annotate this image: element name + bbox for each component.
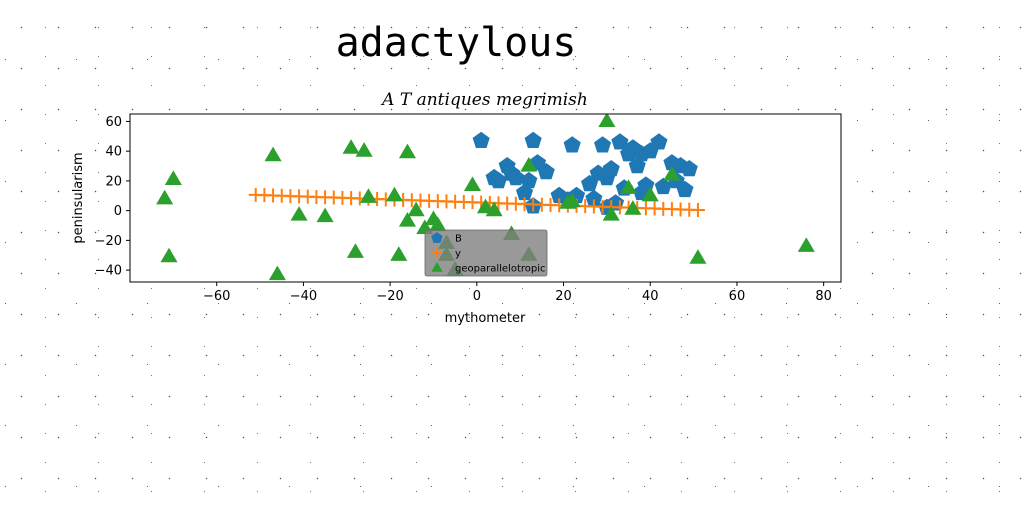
data-point xyxy=(485,201,503,217)
legend: By geoparallelotropic xyxy=(424,229,548,277)
data-point xyxy=(797,237,815,252)
data-point xyxy=(641,186,659,202)
data-point xyxy=(156,189,174,205)
data-point xyxy=(407,201,425,217)
x-tick-label: −60 xyxy=(203,289,230,304)
data-point xyxy=(342,139,360,154)
data-point xyxy=(290,206,308,221)
data-point xyxy=(264,146,282,162)
data-point xyxy=(164,170,182,185)
data-point xyxy=(359,188,377,203)
legend-label: geoparallelotropic xyxy=(455,264,546,275)
data-point xyxy=(602,206,620,221)
data-point xyxy=(385,186,404,202)
legend-marker xyxy=(431,262,443,272)
data-point xyxy=(624,200,642,215)
legend-label: B xyxy=(455,234,462,245)
x-axis-label: mythometer xyxy=(445,311,526,326)
data-point xyxy=(429,216,447,232)
x-tick-label: −20 xyxy=(376,289,403,304)
data-point xyxy=(690,203,705,218)
y-tick-label: 40 xyxy=(105,145,122,160)
data-point xyxy=(585,189,603,206)
x-tick-label: 60 xyxy=(729,289,746,304)
x-tick-label: 40 xyxy=(642,289,659,304)
data-point xyxy=(316,207,334,223)
y-axis-label: peninsularism xyxy=(71,152,86,243)
data-point xyxy=(680,160,698,177)
data-point xyxy=(537,163,555,180)
data-point xyxy=(390,246,408,261)
data-point xyxy=(398,212,417,227)
data-point xyxy=(663,165,681,181)
data-point xyxy=(602,160,620,177)
x-tick-label: 20 xyxy=(555,289,572,304)
data-point xyxy=(503,164,521,181)
data-point xyxy=(398,143,417,159)
data-point xyxy=(611,133,629,150)
figure-title: adactylous xyxy=(335,20,577,66)
plot-area xyxy=(130,114,841,282)
chart-title: A T antiques megrimish xyxy=(380,90,588,110)
data-point xyxy=(520,171,538,189)
data-point xyxy=(676,180,694,198)
data-point xyxy=(689,249,707,264)
data-point xyxy=(524,131,542,148)
axes-frame xyxy=(129,113,842,283)
legend-box xyxy=(424,229,548,277)
data-point xyxy=(489,171,508,189)
legend-label: y xyxy=(455,249,461,260)
data-point xyxy=(268,265,286,281)
data-point xyxy=(598,114,616,128)
y-tick-label: 60 xyxy=(105,115,122,130)
data-point xyxy=(160,247,178,263)
series-B xyxy=(472,131,698,215)
x-tick-label: −40 xyxy=(290,289,317,304)
data-point xyxy=(472,131,490,148)
y-tick-label: 20 xyxy=(105,174,122,189)
x-tick-label: 0 xyxy=(473,289,481,304)
y-tick-label: −40 xyxy=(95,264,122,279)
legend-marker xyxy=(432,248,442,258)
y-tick-label: 0 xyxy=(114,204,122,219)
x-tick-label: 80 xyxy=(815,289,832,304)
data-point xyxy=(563,192,581,208)
data-point xyxy=(620,179,638,194)
y-tick-label: −20 xyxy=(95,234,122,249)
data-point xyxy=(563,136,581,153)
data-point xyxy=(346,243,364,258)
legend-marker xyxy=(431,232,443,243)
data-point xyxy=(594,136,612,153)
data-point xyxy=(355,142,373,157)
data-point xyxy=(463,176,482,191)
data-point xyxy=(520,157,538,172)
axes: −60 −40 −20 0 20 40 60 80 −40 −20 0 20 40 60 xyxy=(95,113,842,304)
data-point xyxy=(654,177,672,195)
data-point xyxy=(650,133,668,150)
